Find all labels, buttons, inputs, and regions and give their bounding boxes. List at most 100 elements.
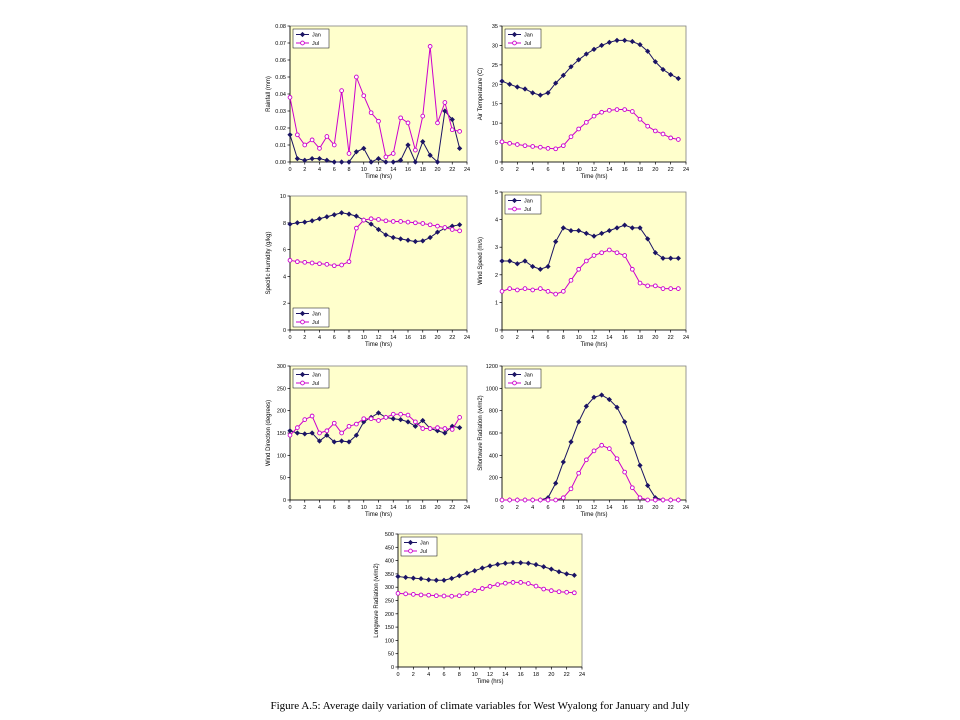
y-tick-label: 200 [385, 612, 394, 618]
x-tick-label: 8 [562, 335, 565, 341]
data-point-jan [599, 392, 605, 398]
data-point-jul [426, 592, 432, 598]
data-point-jan [390, 234, 396, 241]
data-point-jul [287, 432, 293, 438]
x-tick-label: 18 [637, 505, 643, 511]
x-tick-label: 24 [579, 672, 585, 678]
data-point-jul [361, 93, 367, 99]
data-point-jul [514, 497, 520, 503]
legend-label: Jan [312, 33, 321, 39]
data-point-jul [560, 289, 566, 294]
data-point-jan [412, 238, 418, 245]
data-point-jul [514, 142, 520, 147]
data-point-jan [530, 90, 536, 96]
data-point-jul [668, 497, 674, 503]
data-point-jul [309, 260, 315, 266]
data-point-jan [420, 417, 426, 424]
data-point-jul [457, 415, 462, 420]
y-tick-label: 2 [283, 301, 286, 307]
data-point-jan [472, 568, 478, 574]
data-point-jul [487, 584, 493, 589]
data-point-jul [576, 266, 582, 272]
data-point-jul [376, 418, 381, 423]
y-tick-label: 0.01 [275, 143, 286, 149]
legend: Jan Jul [504, 28, 542, 49]
data-point-jul [591, 253, 597, 258]
data-point-jan [645, 48, 651, 54]
data-point-jan [599, 230, 605, 237]
x-tick-label: 6 [333, 167, 336, 173]
x-tick-label: 20 [652, 505, 658, 511]
data-point-jul [324, 261, 330, 267]
data-point-jan [294, 220, 300, 226]
x-tick-label: 8 [347, 167, 350, 173]
data-point-jul [368, 216, 374, 222]
x-tick-label: 10 [576, 335, 582, 341]
data-point-jan [294, 155, 300, 162]
x-axis-label: Time (hrs) [365, 174, 392, 180]
data-point-jan [309, 218, 315, 224]
x-tick-label: 6 [546, 167, 549, 173]
x-tick-label: 20 [434, 167, 440, 173]
data-point-jan [514, 261, 520, 267]
data-point-jan [548, 566, 554, 572]
legend: Jan Jul [504, 368, 542, 389]
x-tick-label: 14 [606, 167, 612, 173]
x-tick-label: 18 [420, 335, 426, 341]
data-point-jan [457, 222, 463, 228]
legend-label: Jan [524, 199, 533, 205]
legend-marker [511, 371, 518, 378]
data-point-jul [629, 485, 635, 491]
legend-marker [299, 310, 306, 317]
data-point-jan [675, 75, 681, 82]
data-point-jul [346, 259, 352, 265]
y-tick-label: 350 [385, 572, 394, 578]
data-point-jul [464, 590, 470, 596]
x-tick-label: 0 [288, 335, 291, 341]
data-point-jan [583, 403, 589, 409]
x-tick-label: 16 [622, 505, 628, 511]
data-point-jan [316, 216, 323, 222]
data-point-jul [629, 109, 635, 114]
y-axis-label: Rainfall (mm) [266, 76, 272, 112]
data-point-jan [339, 210, 345, 216]
data-point-jul [383, 415, 389, 420]
data-point-jul [398, 219, 403, 224]
data-point-jan [553, 239, 559, 245]
data-point-jan [398, 236, 404, 242]
legend-label: Jul [312, 41, 319, 47]
data-point-jul [331, 263, 337, 269]
data-point-jul [368, 416, 374, 422]
x-tick-label: 22 [668, 167, 674, 173]
data-point-jul [637, 116, 643, 122]
y-tick-label: 0 [495, 498, 498, 504]
y-axis-label: Longwave Radiation (w/m2) [374, 563, 380, 637]
y-tick-label: 1000 [486, 386, 498, 392]
x-tick-label: 4 [427, 672, 430, 678]
data-point-jan [514, 84, 520, 90]
chart-panel: 0.000.010.020.030.040.050.060.070.080 2 4 6… [266, 24, 470, 180]
data-point-jan [668, 71, 674, 78]
data-point-jan [464, 570, 470, 576]
y-tick-label: 20 [492, 82, 498, 88]
data-point-jan [522, 86, 528, 92]
data-point-jan [324, 432, 330, 438]
y-tick-label: 100 [277, 453, 286, 459]
data-point-jan [591, 394, 597, 400]
x-tick-label: 2 [303, 505, 306, 511]
x-tick-label: 0 [396, 672, 399, 678]
x-tick-label: 2 [412, 672, 415, 678]
data-point-jul [405, 120, 411, 126]
legend-label: Jan [524, 373, 533, 379]
data-point-jan [518, 560, 524, 566]
legend-box [400, 536, 438, 557]
data-point-jul [652, 283, 658, 289]
data-point-jan [606, 39, 612, 45]
data-point-jul [622, 469, 628, 475]
data-point-jul [668, 135, 674, 141]
x-tick-label: 12 [375, 335, 381, 341]
data-point-jan [522, 258, 528, 264]
data-point-jul [502, 580, 508, 586]
data-point-jan [346, 159, 352, 165]
y-tick-label: 150 [277, 431, 286, 437]
